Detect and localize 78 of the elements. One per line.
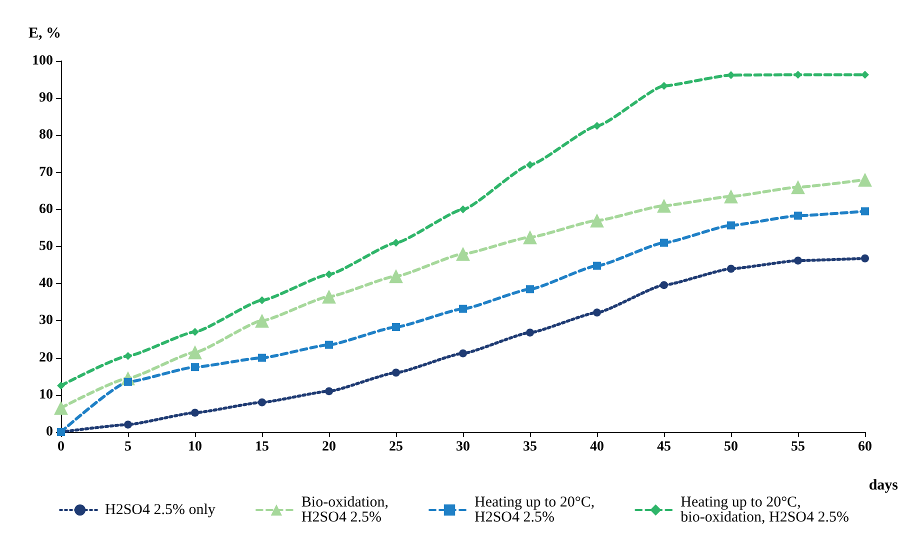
point [57, 382, 65, 390]
x-tick-label: 55 [791, 440, 805, 454]
point [258, 354, 266, 362]
x-tick-label: 30 [456, 440, 470, 454]
point [322, 290, 336, 304]
y-tick-label: 30 [39, 313, 53, 328]
y-tick-label: 0 [46, 424, 53, 440]
y-tick-label: 50 [39, 239, 53, 254]
point [593, 262, 601, 270]
point [727, 264, 735, 273]
point [258, 296, 266, 304]
point [660, 238, 668, 247]
point [459, 349, 467, 358]
point [861, 254, 869, 262]
x-tick-label: 50 [724, 440, 738, 454]
point [794, 70, 802, 79]
point [794, 212, 802, 220]
y-tick-label: 80 [39, 128, 53, 143]
legend-label: Bio-oxidation, H2SO4 2.5% [301, 494, 389, 526]
point [456, 246, 470, 261]
x-tick-label: 20 [322, 440, 336, 454]
point [54, 400, 68, 415]
legend-label: Heating up to 20°C, bio-oxidation, H2SO4 2.5% [680, 494, 849, 526]
point [124, 420, 132, 429]
point [255, 314, 269, 328]
y-axis-title: E, % [28, 26, 61, 42]
point [526, 285, 534, 294]
x-tick-label: 45 [657, 440, 671, 454]
point [459, 304, 467, 313]
point [858, 172, 872, 187]
x-tick-label: 0 [58, 440, 64, 454]
legend-label: H2SO4 2.5% only [105, 502, 216, 518]
y-tick-label: 100 [32, 54, 53, 68]
y-tick-label: 40 [39, 276, 53, 292]
x-tick-label: 5 [124, 440, 132, 454]
point [325, 387, 333, 396]
x-tick-label: 40 [590, 440, 604, 454]
point [392, 368, 400, 377]
point [727, 71, 735, 80]
point [188, 345, 202, 360]
point [124, 352, 132, 360]
x-tick-label: 35 [523, 440, 537, 454]
point [526, 328, 534, 337]
point [791, 180, 805, 194]
y-tick-label: 60 [39, 202, 53, 217]
point [727, 221, 735, 230]
point [191, 328, 199, 336]
y-tick-label: 10 [39, 387, 53, 402]
x-tick-label: 15 [255, 440, 269, 454]
point [861, 207, 869, 216]
point [657, 198, 671, 213]
y-tick-label: 20 [39, 350, 53, 366]
point [392, 238, 400, 247]
point [794, 256, 802, 265]
point [392, 323, 400, 332]
point [325, 340, 333, 349]
x-tick-label: 25 [389, 440, 403, 454]
legend-label: Heating up to 20°C, H2SO4 2.5% [474, 494, 595, 526]
point [660, 82, 668, 90]
point [191, 408, 199, 417]
point [593, 122, 601, 130]
point [191, 363, 199, 372]
point [660, 281, 668, 290]
x-tick-label: 60 [858, 440, 872, 454]
point [258, 398, 266, 406]
point [389, 269, 403, 284]
point [523, 230, 537, 244]
x-tick-label: 10 [188, 440, 202, 454]
point [526, 160, 534, 169]
point [724, 189, 738, 204]
point [325, 270, 333, 278]
point [593, 308, 601, 317]
x-axis-title: days [868, 478, 898, 494]
point [590, 214, 604, 228]
point [459, 205, 467, 214]
point [861, 70, 869, 79]
y-tick-label: 70 [39, 164, 53, 180]
y-tick-label: 90 [39, 90, 53, 106]
